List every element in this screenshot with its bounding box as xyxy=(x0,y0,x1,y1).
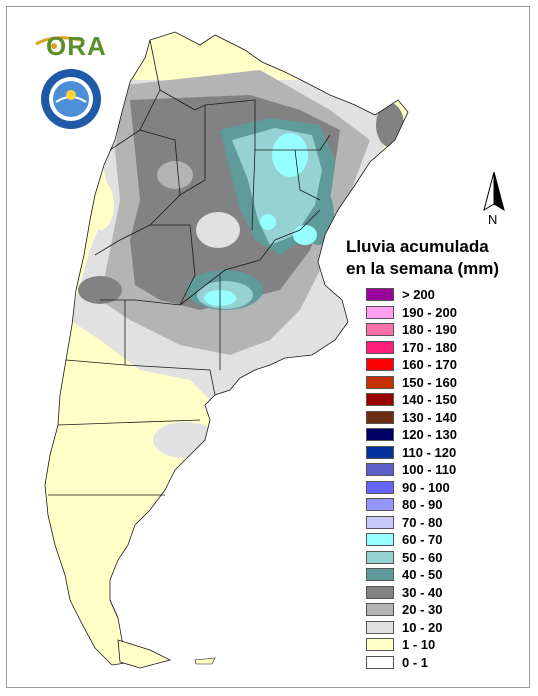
legend-item: 50 - 60 xyxy=(366,549,516,565)
legend-item: 140 - 150 xyxy=(366,392,516,407)
legend-item: 1 - 10 xyxy=(366,637,516,652)
legend-label: 140 - 150 xyxy=(402,392,457,407)
legend-item: 10 - 20 xyxy=(366,619,516,635)
legend-swatch xyxy=(366,603,394,616)
legend-swatch xyxy=(366,428,394,441)
legend-item: 30 - 40 xyxy=(366,584,516,600)
legend-label: 190 - 200 xyxy=(402,304,457,320)
legend-title-line2: en la semana (mm) xyxy=(346,259,500,278)
legend-swatch xyxy=(366,533,394,546)
legend-label: 120 - 130 xyxy=(402,427,457,442)
legend-label: 30 - 40 xyxy=(402,584,443,600)
legend-label: 110 - 120 xyxy=(402,444,457,460)
legend-swatch xyxy=(366,550,394,564)
legend-swatch xyxy=(366,515,394,529)
legend-label: 60 - 70 xyxy=(402,532,443,547)
north-label: N xyxy=(488,212,498,227)
legend-label: 150 - 160 xyxy=(402,374,457,390)
legend-swatch xyxy=(366,393,394,406)
legend-item: 80 - 90 xyxy=(366,497,516,512)
legend-swatch xyxy=(366,498,394,511)
ora-logo xyxy=(35,36,81,49)
legend-title-line1: Lluvia acumulada xyxy=(346,237,489,256)
legend-title: Lluvia acumulada en la semana (mm) xyxy=(346,236,499,280)
legend-item: 60 - 70 xyxy=(366,532,516,547)
legend-item: 0 - 1 xyxy=(366,654,516,670)
legend-label: 180 - 190 xyxy=(402,322,457,337)
legend-swatch xyxy=(366,655,394,669)
legend-label: 130 - 140 xyxy=(402,409,457,425)
legend-label: 1 - 10 xyxy=(402,637,436,652)
legend-label: 90 - 100 xyxy=(402,479,450,495)
ora-logo-text: ORA xyxy=(46,31,107,61)
legend-swatch xyxy=(366,323,394,336)
legend-label: 0 - 1 xyxy=(402,654,429,670)
legend-label: > 200 xyxy=(402,287,435,302)
legend-swatch xyxy=(366,410,394,424)
legend-item: 130 - 140 xyxy=(366,409,516,425)
legend-label: 50 - 60 xyxy=(402,549,443,565)
legend-swatch xyxy=(366,288,394,301)
north-arrow-icon xyxy=(483,171,505,212)
legend-item: 110 - 120 xyxy=(366,444,516,460)
legend-item: 170 - 180 xyxy=(366,339,516,355)
legend-label: 160 - 170 xyxy=(402,357,457,372)
legend-swatch xyxy=(366,305,394,319)
legend-swatch xyxy=(366,480,394,494)
legend-label: 20 - 30 xyxy=(402,602,443,617)
legend-swatch xyxy=(366,585,394,599)
legend-item: 120 - 130 xyxy=(366,427,516,442)
legend-item: 190 - 200 xyxy=(366,304,516,320)
legend-swatch xyxy=(366,463,394,476)
legend-item: 180 - 190 xyxy=(366,322,516,337)
legend-item: 20 - 30 xyxy=(366,602,516,617)
legend-item: 40 - 50 xyxy=(366,567,516,582)
legend-swatch xyxy=(366,375,394,389)
legend-swatch xyxy=(366,568,394,581)
legend-swatch xyxy=(366,445,394,459)
legend-label: 10 - 20 xyxy=(402,619,443,635)
legend-label: 170 - 180 xyxy=(402,339,457,355)
legend-item: 70 - 80 xyxy=(366,514,516,530)
legend-item: 90 - 100 xyxy=(366,479,516,495)
legend-label: 70 - 80 xyxy=(402,514,443,530)
legend-swatch xyxy=(366,340,394,354)
legend-swatch xyxy=(366,620,394,634)
legend-item: 160 - 170 xyxy=(366,357,516,372)
legend-swatch xyxy=(366,358,394,371)
smn-seal-icon xyxy=(41,69,101,129)
legend-swatch xyxy=(366,638,394,651)
legend-item: 100 - 110 xyxy=(366,462,516,477)
legend-label: 80 - 90 xyxy=(402,497,443,512)
legend-label: 100 - 110 xyxy=(402,462,457,477)
legend-item: > 200 xyxy=(366,287,516,302)
legend-item: 150 - 160 xyxy=(366,374,516,390)
legend-label: 40 - 50 xyxy=(402,567,443,582)
